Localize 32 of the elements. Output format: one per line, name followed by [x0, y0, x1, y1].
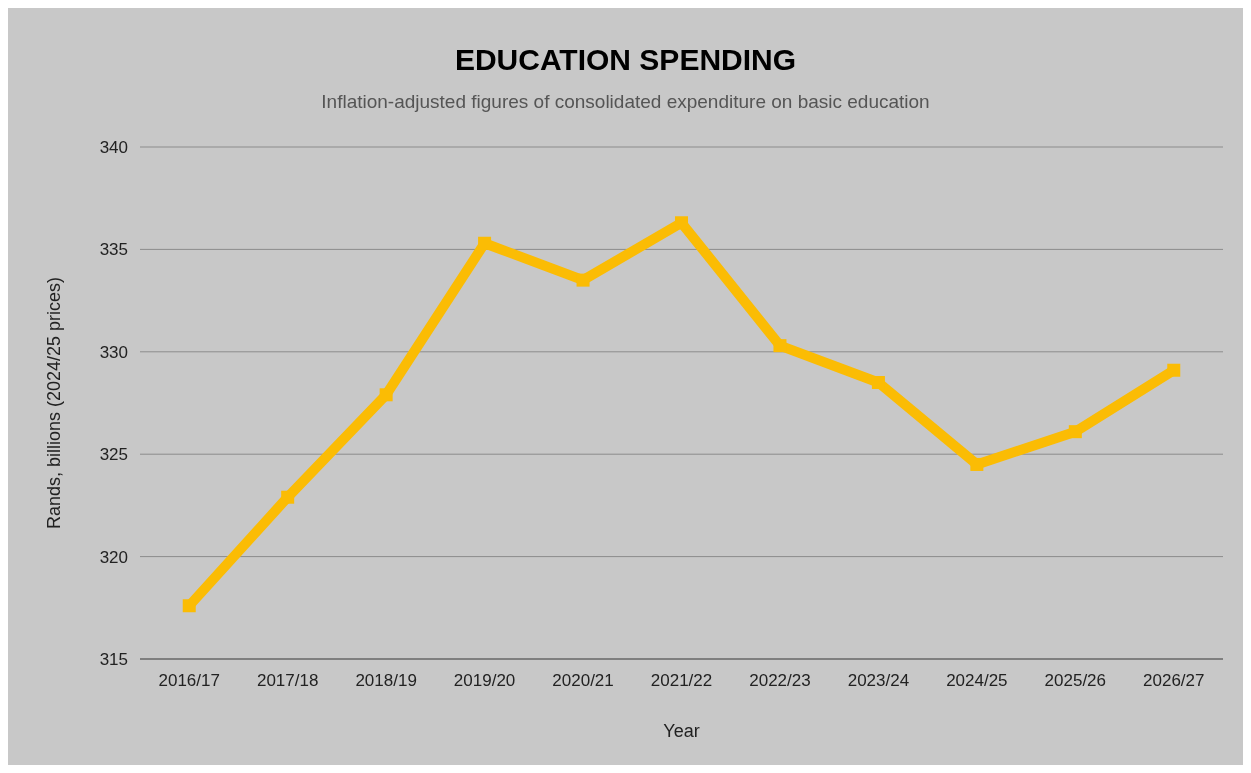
point	[675, 216, 688, 230]
y-tick-label: 335	[99, 240, 128, 260]
point	[576, 273, 590, 287]
y-tick-label: 330	[99, 342, 128, 362]
x-tick-label: 2019/20	[453, 671, 516, 690]
point	[281, 490, 295, 504]
chart-subtitle: Inflation-adjusted figures of consolidated expenditure on basic education	[321, 91, 930, 112]
point	[478, 236, 492, 250]
point	[970, 457, 984, 471]
x-tick-label: 2020/21	[552, 671, 614, 690]
x-tick-label: 2023/24	[847, 671, 910, 690]
y-tick-label: 340	[99, 138, 128, 157]
y-tick-label: 315	[99, 650, 128, 669]
point	[773, 339, 787, 353]
y-tick-label: 320	[99, 547, 128, 567]
x-axis-title: Year	[663, 721, 700, 741]
x-tick-label: 2024/25	[946, 671, 1008, 690]
x-tick-label: 2018/19	[355, 671, 417, 690]
x-tick-label: 2016/17	[158, 671, 220, 690]
point	[1167, 363, 1181, 377]
chart-title: EDUCATION SPENDING	[454, 43, 797, 76]
point	[1068, 425, 1082, 439]
point	[379, 388, 393, 402]
x-tick-label: 2021/22	[650, 671, 713, 690]
x-tick-label: 2022/23	[749, 671, 811, 690]
point	[182, 599, 196, 613]
x-tick-label: 2026/27	[1143, 671, 1205, 690]
x-tick-label: 2017/18	[256, 671, 319, 690]
y-axis-title: Rands, billions (2024/25 prices)	[44, 276, 64, 530]
x-tick-label: 2025/26	[1044, 671, 1107, 690]
y-tick-label: 325	[99, 445, 128, 465]
point	[871, 376, 885, 390]
